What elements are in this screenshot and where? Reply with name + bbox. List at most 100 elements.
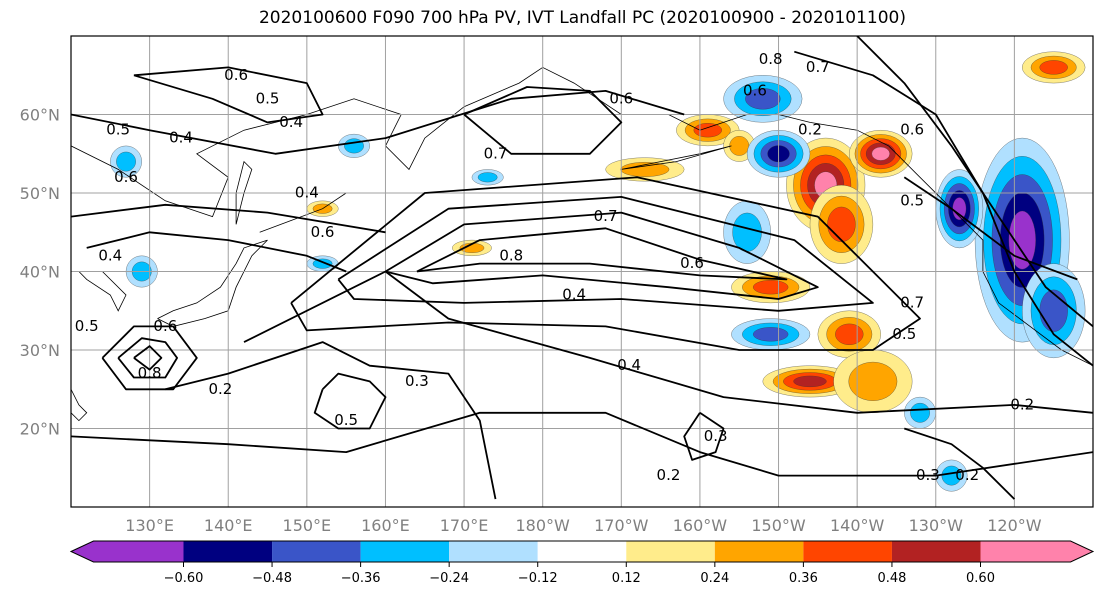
colorbar-tick-label: −0.60 xyxy=(164,571,204,586)
colorbar-segment xyxy=(714,541,804,562)
shaded-region-22 xyxy=(116,151,136,172)
coastline-3 xyxy=(71,389,88,422)
x-tick-label: 130°W xyxy=(909,516,964,535)
contour-line-2 xyxy=(337,195,874,312)
colorbar-segment xyxy=(360,541,450,562)
colorbar-tick-label: −0.48 xyxy=(252,571,292,586)
shaded-region-6 xyxy=(753,280,789,295)
contour-label-1: 0.7 xyxy=(594,207,618,225)
contour-label-22: 0.5 xyxy=(256,89,280,107)
shaded-region-19 xyxy=(753,327,789,342)
contour-line-7 xyxy=(313,372,387,430)
colorbar-segment xyxy=(71,541,184,562)
shaded-region-7 xyxy=(693,123,722,138)
contour-label-13: 0.2 xyxy=(1010,395,1034,413)
colorbar-tick-label: 0.12 xyxy=(612,571,641,586)
colorbar-segment xyxy=(183,541,273,562)
contour-label-2: 0.7 xyxy=(484,144,508,162)
x-tick-label: 130°E xyxy=(125,516,174,535)
contour-line-6 xyxy=(165,341,497,500)
contour-label-19: 0.6 xyxy=(743,81,767,99)
shaded-region-5 xyxy=(848,361,898,401)
shaded-region-24 xyxy=(312,258,333,269)
contour-label-34: 0.2 xyxy=(798,121,822,139)
shaded-region-8 xyxy=(620,162,670,177)
shaded-region-13 xyxy=(1008,210,1036,270)
colorbar: −0.60 −0.48 −0.36 −0.24 −0.12 0.12 0.24 0.36 0.4… xyxy=(69,540,1095,586)
shaded-region-4 xyxy=(835,323,864,345)
x-tick-label: 160°W xyxy=(673,516,728,535)
coastline-0 xyxy=(71,66,1093,367)
contour-line-9 xyxy=(117,337,179,379)
colorbar-tick-label: −0.36 xyxy=(341,571,381,586)
contour-label-5: 0.4 xyxy=(617,356,641,374)
contour-label-12: 0.2 xyxy=(955,466,979,484)
y-tick-label: 30°N xyxy=(20,341,60,360)
chart-title: 2020100600 F090 700 hPa PV, IVT Landfall… xyxy=(258,8,906,28)
colorbar-tick-label: −0.12 xyxy=(518,571,558,586)
contour-line-12 xyxy=(71,203,386,234)
contour-label-20: 0.6 xyxy=(609,89,633,107)
x-tick-label: 160°E xyxy=(361,516,410,535)
contour-label-33: 0.5 xyxy=(900,191,924,209)
colorbar-segment xyxy=(272,541,361,562)
contour-label-15: 0.7 xyxy=(900,293,924,311)
colorbar-segment xyxy=(891,541,981,562)
shaded-region-17 xyxy=(745,88,781,110)
x-tick-label: 150°E xyxy=(283,516,332,535)
shaded-region-3 xyxy=(793,375,827,388)
shaded-field xyxy=(110,51,1086,492)
x-tick-labels: 130°E 140°E 150°E 160°E 170°E 180°W 170°W 160°W… xyxy=(125,516,1041,535)
contour-label-21: 0.6 xyxy=(224,66,248,84)
colorbar-segment xyxy=(537,541,627,562)
colorbar-tick-label: 0.60 xyxy=(966,571,995,586)
x-tick-label: 170°E xyxy=(440,516,489,535)
contour-label-25: 0.5 xyxy=(106,121,130,139)
contour-label-9: 0.2 xyxy=(657,466,681,484)
colorbar-outline xyxy=(69,540,1095,563)
shaded-region-26 xyxy=(477,172,498,183)
x-tick-label: 170°W xyxy=(594,516,649,535)
colorbar-segment xyxy=(449,541,538,562)
plot-frame xyxy=(70,35,1094,508)
contour-line-11 xyxy=(86,231,347,273)
coastline-5 xyxy=(621,145,732,170)
contour-line-18 xyxy=(903,176,1078,281)
contour-label-16: 0.6 xyxy=(900,121,924,139)
x-tick-label: 140°W xyxy=(830,516,885,535)
coastline-4 xyxy=(235,160,253,225)
y-tick-label: 50°N xyxy=(20,184,60,203)
contour-label-11: 0.3 xyxy=(916,466,940,484)
colorbar-segment xyxy=(980,541,1093,562)
contour-label-27: 0.6 xyxy=(311,223,335,241)
contour-label-26: 0.4 xyxy=(295,184,319,202)
contour-line-20 xyxy=(904,427,1016,500)
contour-line-4 xyxy=(243,270,1093,414)
shaded-region-15 xyxy=(1039,289,1068,332)
x-tick-label: 120°W xyxy=(987,516,1042,535)
coastline-1 xyxy=(157,239,268,327)
contour-line-8 xyxy=(101,325,198,391)
contour-label-17: 0.8 xyxy=(759,50,783,68)
shaded-region-10 xyxy=(729,136,750,156)
x-tick-label: 150°W xyxy=(751,516,806,535)
contour-labels: 0.8 0.7 0.7 0.6 0.4 0.4 0.3 0.5 0.2 0.2 0.3 0.3 0.2 0… xyxy=(75,50,1034,484)
contour-label-29: 0.5 xyxy=(75,317,99,335)
contour-label-0: 0.8 xyxy=(499,246,523,264)
contour-line-17 xyxy=(856,36,1093,328)
y-tick-labels: 20°N 30°N 40°N 50°N 60°N xyxy=(20,106,60,439)
contour-label-8: 0.2 xyxy=(208,380,232,398)
contour-line-14 xyxy=(71,90,685,155)
y-tick-label: 60°N xyxy=(20,106,60,125)
contour-line-1 xyxy=(385,211,819,300)
x-tick-label: 180°W xyxy=(516,516,571,535)
contour-line-5 xyxy=(71,411,1093,477)
contour-label-24: 0.4 xyxy=(169,129,193,147)
x-tick-label: 140°E xyxy=(204,516,253,535)
contour-label-18: 0.7 xyxy=(806,58,830,76)
shaded-region-1 xyxy=(871,146,890,161)
contour-label-32: 0.6 xyxy=(153,317,177,335)
contour-line-0 xyxy=(416,227,788,281)
colorbar-segment xyxy=(803,541,892,562)
